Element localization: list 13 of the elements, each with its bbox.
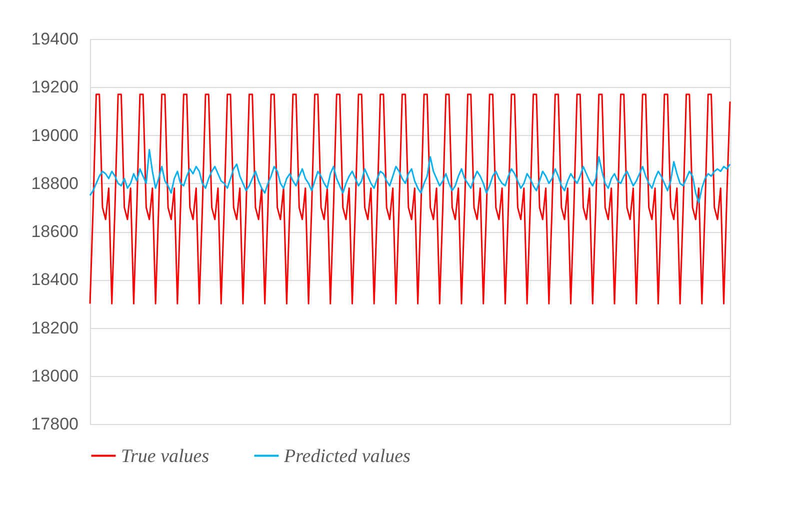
y-tick-label: 18800: [31, 174, 78, 193]
line-series: [89, 148, 731, 204]
y-tick-label: 19000: [31, 126, 78, 145]
y-tick-label: 18600: [31, 222, 78, 241]
line-series: [89, 94, 731, 304]
legend-label: Predicted values: [283, 446, 410, 467]
y-tick-label: 18000: [31, 366, 78, 386]
legend-label: True values: [121, 446, 210, 467]
y-tick-label: 19200: [31, 78, 78, 97]
y-tick-label: 19400: [31, 30, 78, 48]
y-tick-label: 18400: [31, 270, 78, 290]
y-tick-label: 18200: [31, 318, 78, 338]
y-tick-label: 17800: [31, 414, 78, 434]
